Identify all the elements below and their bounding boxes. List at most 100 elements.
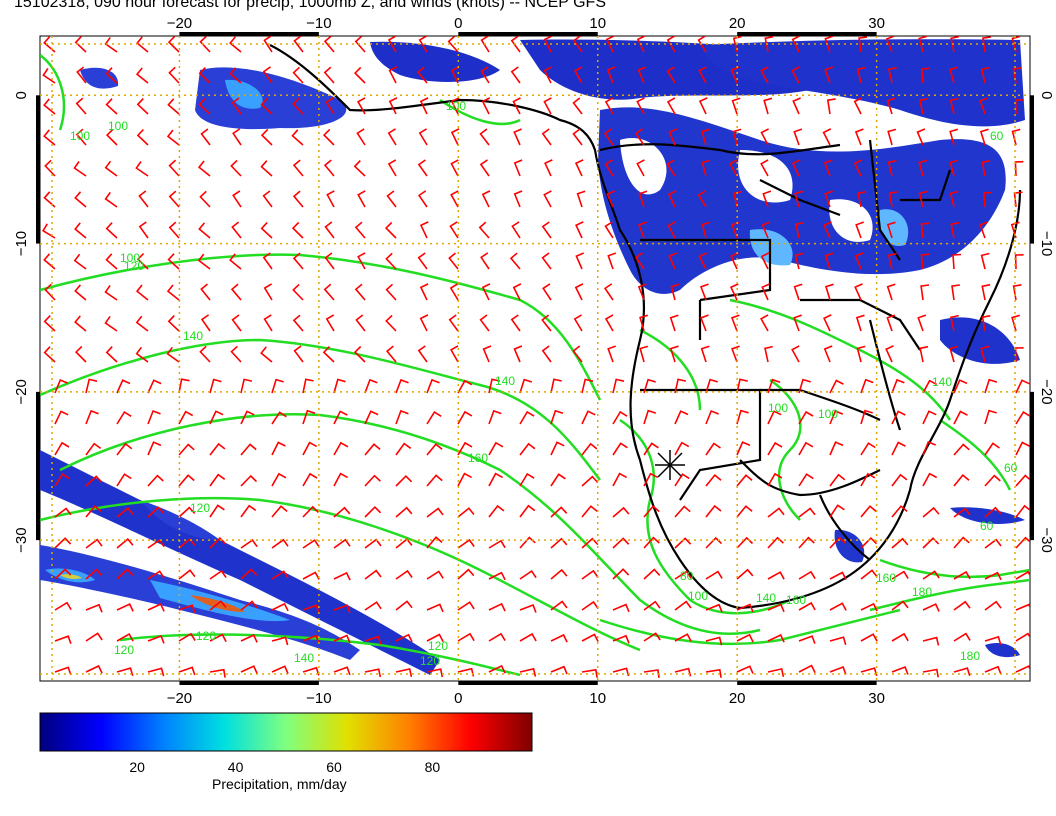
wind-barb [891, 378, 905, 394]
wind-barb [302, 441, 317, 456]
wind-barb [612, 410, 628, 425]
lon-tick-label-bottom: −20 [167, 690, 192, 707]
wind-barb [697, 36, 707, 53]
wind-barb [271, 378, 284, 394]
wind-barb [643, 568, 661, 580]
wind-barb [643, 378, 656, 394]
wind-barb [54, 378, 69, 394]
wind-barb [607, 252, 617, 270]
wind-barb [829, 602, 847, 611]
wind-barb [636, 159, 645, 177]
wind-barb [950, 221, 960, 239]
wind-barb-layer [42, 36, 1030, 679]
wind-barb [168, 159, 180, 177]
contour-label: 100 [70, 129, 90, 143]
wind-barb [43, 129, 56, 146]
wind-barb [271, 505, 288, 518]
wind-barb [860, 472, 876, 487]
wind-barb [387, 159, 397, 177]
wind-barb [761, 283, 770, 301]
wind-barb [85, 442, 102, 456]
wind-barb [75, 97, 87, 115]
wind-barb [643, 600, 661, 611]
wind-barb [953, 473, 970, 487]
wind-barb [612, 603, 630, 613]
wind-barb [949, 97, 959, 115]
wind-barb [860, 569, 878, 580]
wind-barb [886, 314, 896, 332]
wind-barb [147, 409, 161, 425]
wind-barb [791, 66, 800, 84]
contour-layer [40, 54, 1030, 677]
wind-barb [949, 345, 959, 363]
wind-barb [209, 473, 226, 487]
wind-barb [917, 314, 927, 332]
lon-tick-label-bottom: 0 [454, 690, 462, 707]
wind-barb [419, 221, 429, 239]
wind-barb [271, 636, 289, 646]
wind-barb [457, 538, 475, 549]
wind-barb [488, 664, 506, 674]
wind-barb [798, 635, 816, 644]
colorbar-tick-label: 20 [129, 759, 145, 775]
wind-barb [705, 442, 721, 456]
wind-barb [417, 252, 428, 270]
wind-barb [1015, 603, 1030, 611]
wind-barb [922, 603, 940, 612]
wind-barb [447, 36, 459, 53]
wind-barb [260, 98, 273, 115]
wind-barb [326, 190, 335, 208]
wind-barb [1015, 441, 1030, 456]
wind-barb [887, 252, 897, 270]
wind-barb [572, 345, 583, 363]
wind-barb [178, 378, 190, 394]
wind-barb [167, 36, 180, 53]
wind-barb [767, 410, 782, 425]
wind-barb [829, 636, 847, 646]
wind-barb [292, 159, 304, 177]
wind-barb [979, 221, 988, 239]
wind-barb [643, 536, 660, 549]
wind-barb [364, 410, 379, 425]
wind-barb [353, 160, 366, 177]
wind-barb [104, 315, 118, 332]
wind-barb [886, 97, 896, 115]
wind-barb [550, 537, 568, 549]
wind-barb [793, 283, 803, 301]
wind-barb [572, 128, 583, 146]
lat-tick-label-left: −30 [13, 527, 30, 552]
wind-barb [302, 604, 320, 614]
wind-barb [668, 128, 678, 146]
wind-barb [85, 632, 103, 642]
wind-barb [891, 505, 908, 518]
wind-barb [260, 160, 273, 177]
wind-barb [794, 221, 804, 239]
wind-barb [457, 601, 475, 611]
wind-barb [178, 443, 195, 456]
axis-bar-right [1030, 391, 1034, 541]
wind-barb [357, 190, 366, 208]
wind-barb [138, 190, 149, 208]
wind-barb [240, 665, 258, 674]
wind-barb [178, 632, 196, 642]
axis-bar-top [737, 32, 877, 36]
contour-label: 160 [786, 593, 806, 607]
wind-barb [519, 569, 537, 580]
lat-tick-label-right: −30 [1038, 527, 1055, 552]
wind-barb [417, 345, 428, 363]
contour-label: 100 [688, 589, 708, 603]
wind-barb [197, 253, 211, 270]
wind-barb [922, 570, 940, 580]
wind-barb [736, 665, 754, 674]
wind-barb [479, 314, 490, 332]
wind-barb [450, 128, 460, 146]
wind-barb [858, 36, 868, 53]
wind-barb [698, 66, 707, 84]
wind-barb [199, 345, 211, 363]
wind-barb [417, 190, 428, 208]
wind-barb [581, 475, 599, 487]
wind-barb [581, 410, 596, 425]
wind-barb [209, 442, 226, 456]
wind-barb [147, 441, 162, 456]
wind-barb [395, 506, 413, 518]
